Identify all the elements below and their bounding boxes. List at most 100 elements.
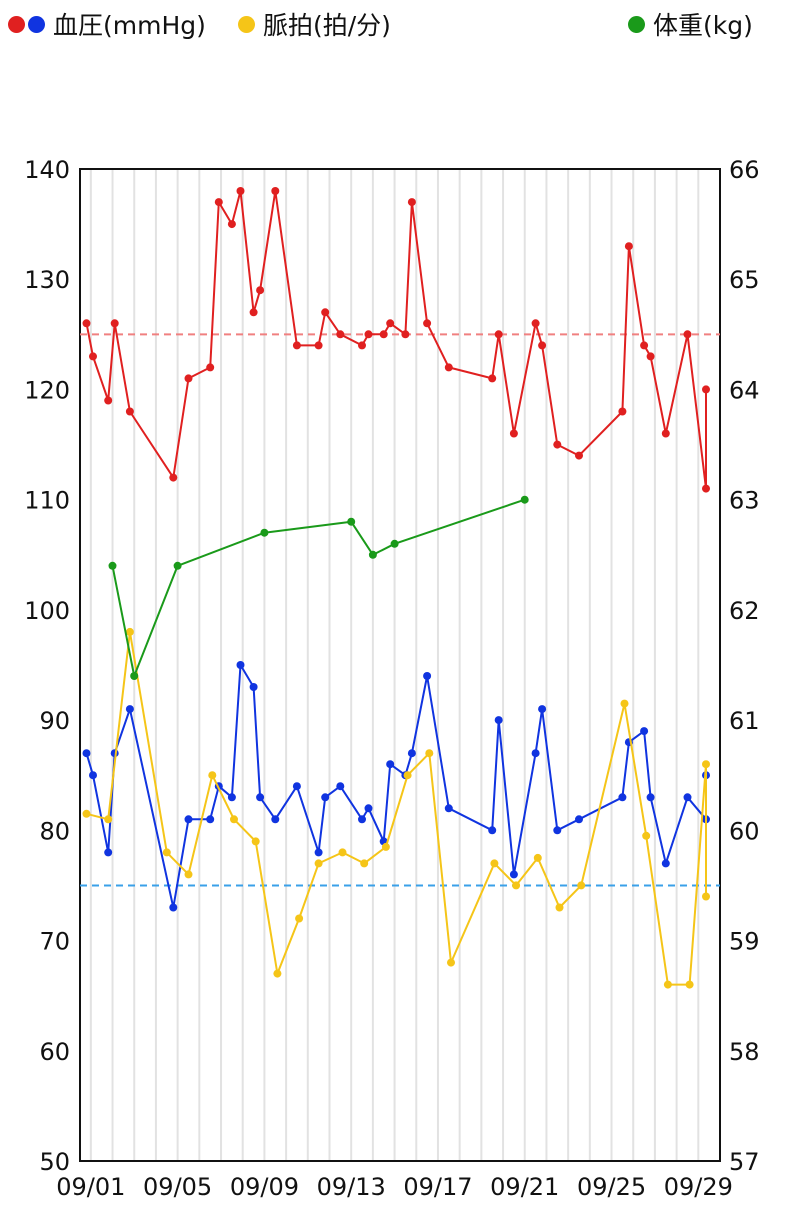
systolic-point: [169, 473, 178, 482]
systolic-point: [575, 451, 583, 460]
weight-point: [130, 672, 139, 680]
pulse-point: [381, 842, 390, 851]
pulse-point: [642, 831, 651, 840]
diastolic-point: [271, 815, 280, 824]
pulse-point: [125, 627, 134, 636]
diastolic-point: [336, 782, 345, 791]
diastolic-point: [488, 826, 497, 835]
y-right-tick-label: 60: [729, 817, 760, 845]
pulse-point: [162, 848, 171, 857]
pulse-point: [338, 848, 347, 857]
pulse-point: [104, 815, 113, 824]
diastolic-point: [256, 793, 265, 802]
pulse-point: [555, 903, 564, 912]
legend: 血圧(mmHg) 脈拍(拍/分) 体重(kg): [0, 6, 800, 46]
pulse-point: [620, 699, 629, 708]
pulse-point: [184, 870, 193, 879]
weight-point: [260, 528, 269, 537]
diastolic-point: [82, 749, 91, 758]
y-left-tick-label: 90: [39, 707, 70, 735]
pulse-point: [425, 749, 434, 758]
diastolic-point: [531, 749, 540, 758]
legend-bp: 血圧(mmHg): [8, 6, 206, 42]
diastolic-point: [386, 760, 395, 769]
y-left-tick-label: 130: [24, 266, 70, 294]
x-tick-label: 09/25: [577, 1173, 646, 1201]
diastolic-point: [494, 716, 503, 725]
systolic-point: [683, 330, 692, 339]
pulse-point: [663, 980, 672, 989]
systolic-point: [618, 407, 627, 416]
y-right-tick-label: 63: [729, 487, 760, 515]
weight-dot-icon: [628, 15, 645, 33]
diastolic-point: [104, 848, 113, 857]
systolic-point: [702, 385, 710, 394]
x-tick-label: 09/29: [664, 1173, 733, 1201]
y-right-tick-label: 65: [729, 266, 760, 294]
systolic-point: [661, 429, 670, 438]
systolic-line: [85, 190, 707, 490]
systolic-point: [494, 330, 503, 339]
diastolic-point: [640, 727, 649, 736]
systolic-point: [184, 374, 193, 383]
pulse-point: [251, 837, 260, 846]
pulse-point: [208, 771, 217, 780]
systolic-point: [125, 407, 134, 416]
systolic-point: [538, 341, 547, 350]
diastolic-point: [358, 815, 366, 824]
systolic-point: [358, 341, 366, 350]
diastolic-point: [184, 815, 193, 824]
systolic-point: [624, 242, 633, 251]
y-left-tick-label: 110: [24, 487, 70, 515]
systolic-point: [227, 220, 236, 229]
systolic-point: [89, 352, 97, 361]
diastolic-point: [683, 793, 692, 802]
systolic-point: [646, 352, 655, 361]
systolic-point: [407, 198, 416, 207]
diastolic-point: [538, 705, 547, 714]
systolic-point: [236, 187, 245, 195]
x-tick-label: 09/13: [317, 1173, 386, 1201]
diastolic-point: [423, 672, 432, 680]
diastolic-point: [227, 793, 236, 802]
pulse-point: [82, 809, 91, 818]
systolic-point: [531, 319, 540, 328]
diastolic-point: [553, 826, 562, 835]
diastolic-point: [249, 683, 258, 691]
diastolic-point: [236, 661, 245, 669]
systolic-point: [401, 330, 410, 339]
pulse-point: [273, 969, 282, 978]
weight-point: [520, 495, 529, 504]
systolic-point: [82, 319, 91, 328]
systolic-point: [553, 440, 562, 449]
pulse-point: [360, 859, 369, 868]
diastolic-point: [661, 859, 670, 868]
y-left-tick-label: 120: [24, 376, 70, 404]
plot-frame: [79, 168, 721, 1162]
systolic-point: [206, 363, 215, 372]
y-left-tick-label: 70: [39, 928, 70, 956]
pulse-point: [577, 881, 586, 890]
pulse-point: [702, 892, 710, 901]
systolic-point: [488, 374, 497, 383]
weight-point: [368, 550, 377, 559]
pulse-point: [403, 771, 412, 780]
y-right-tick-label: 64: [729, 376, 760, 404]
systolic-point: [271, 187, 280, 195]
diastolic-point: [444, 804, 453, 813]
systolic-point: [640, 341, 649, 350]
systolic-point: [444, 363, 453, 372]
legend-weight-label: 体重(kg): [653, 11, 753, 40]
diastolic-point: [321, 793, 330, 802]
x-tick-label: 09/21: [490, 1173, 559, 1201]
systolic-point: [104, 396, 113, 405]
systolic-point: [321, 308, 330, 317]
diastolic-point: [646, 793, 655, 802]
systolic-point: [214, 198, 223, 207]
diastolic-point: [407, 749, 416, 758]
x-tick-label: 09/01: [56, 1173, 125, 1201]
y-right-tick-label: 59: [729, 928, 760, 956]
systolic-dot-icon: [8, 15, 25, 33]
systolic-point: [110, 319, 119, 328]
